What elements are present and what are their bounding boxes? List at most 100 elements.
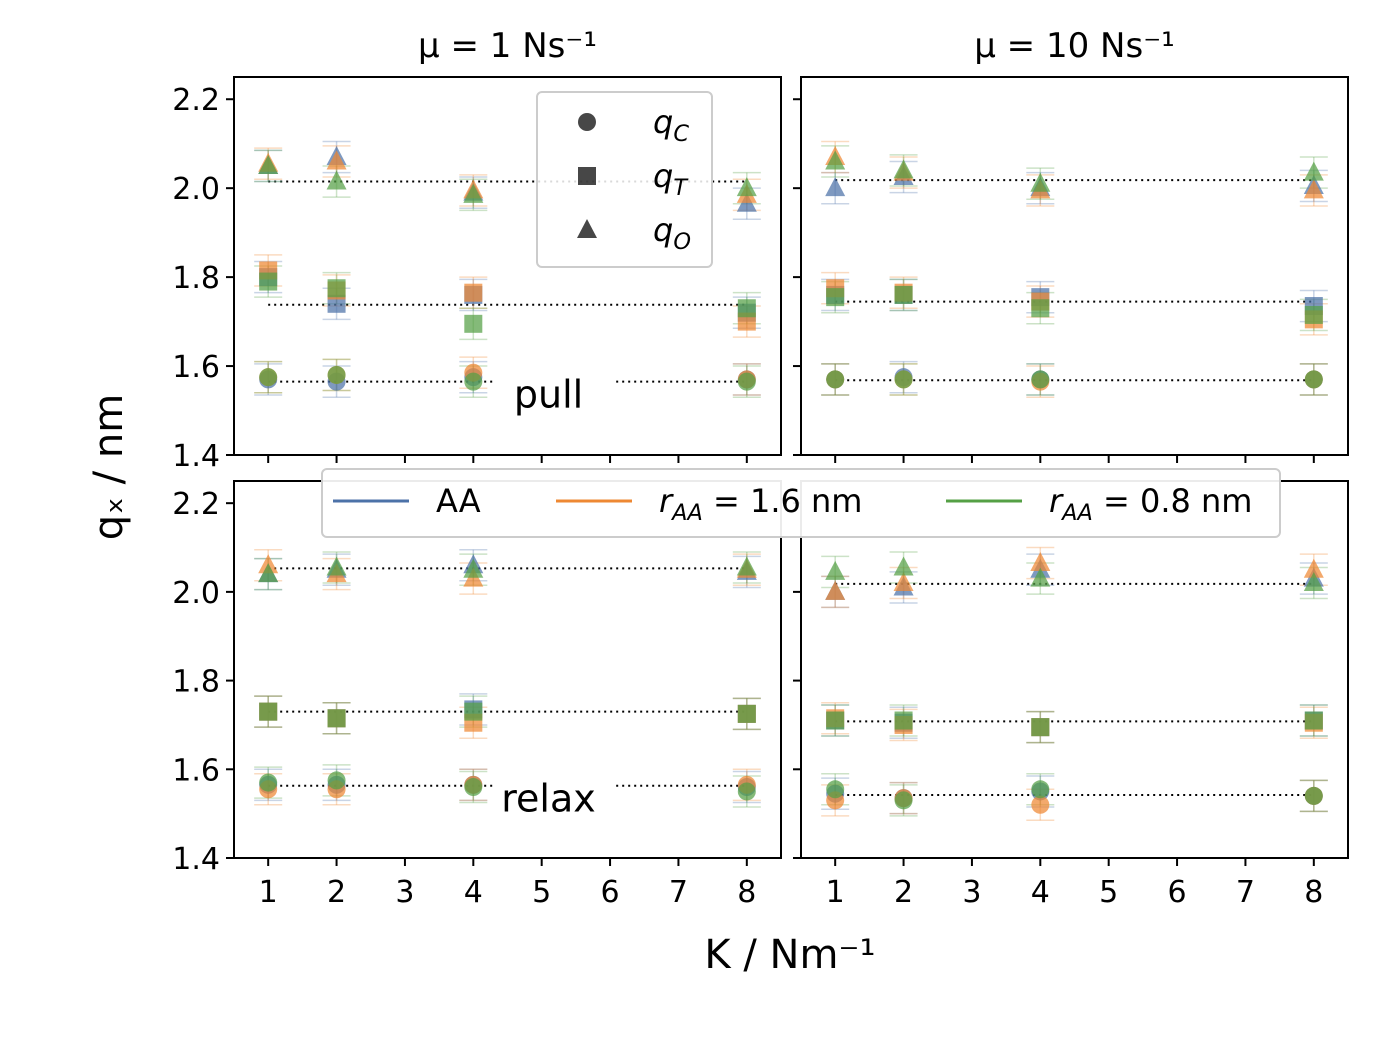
x-tick-label: 8 [1304,875,1323,910]
data-point [1304,370,1323,389]
data-point [826,288,845,307]
axes-frame [800,76,1349,456]
data-point [1303,179,1324,199]
data-point [327,709,346,728]
x-tick-label: 6 [1168,875,1187,910]
data-point [578,167,596,185]
data-point [326,150,347,170]
x-tick-label: 7 [669,875,688,910]
x-tick-label: 8 [737,875,756,910]
data-point [825,580,846,600]
data-point [736,177,757,197]
x-tick-label: 1 [826,875,845,910]
data-point [1030,172,1051,192]
data-point [464,283,483,302]
data-point [258,563,279,583]
data-point [259,272,278,291]
data-point [327,771,346,790]
y-tick-label: 2.0 [172,576,220,611]
data-point [825,150,846,170]
data-point [737,704,756,723]
panel-pull-mu10: μ = 10 Ns⁻¹ [793,26,1349,463]
data-point [1031,780,1050,799]
data-point [577,219,597,238]
legend-box [321,468,1281,538]
data-point [825,560,846,580]
data-point [893,159,914,179]
annotation-bg [493,763,614,814]
data-point [463,558,484,578]
data-point [326,556,347,576]
data-point [1031,299,1050,318]
data-point [464,314,483,333]
panel-annotation: pull [514,373,583,417]
legend-entry: rAA = 0.8 nm [946,482,1252,526]
x-tick-label: 3 [962,875,981,910]
y-tick-label: 2.2 [172,487,220,522]
y-tick-label: 1.8 [172,665,220,700]
x-tick-label: 2 [894,875,913,910]
panel-relax-mu1: relax 1 2 3 4 5 6 7 8 1.4 1.6 1.8 2.0 2.2 [172,480,782,910]
legend-label: rAA = 1.6 nm [659,482,862,526]
data-point [894,285,913,304]
data-point [1304,305,1323,324]
data-point [463,183,484,203]
panel-title: μ = 10 Ns⁻¹ [974,26,1175,66]
data-point [259,368,278,387]
data-point [259,702,278,721]
data-point [258,154,279,174]
data-point [1031,718,1050,737]
data-point [893,556,914,576]
legend-label: qC [653,103,689,147]
data-point [1030,552,1051,572]
data-point [737,372,756,391]
data-point [1030,567,1051,587]
legend-box [536,91,713,268]
data-point [736,556,757,576]
series-legend: AA rAA = 1.6 nm rAA = 0.8 nm [321,468,1281,538]
data-point [1304,786,1323,805]
axes-frame [233,76,782,456]
data-point [578,113,596,131]
legend-label: rAA = 0.8 nm [1049,482,1252,526]
y-axis-title: qₓ / nm [86,394,132,540]
y-tick-label: 2.2 [172,83,220,118]
x-tick-label: 2 [327,875,346,910]
y-tick-label: 1.6 [172,350,220,385]
data-point [327,365,346,384]
data-point [1303,572,1324,592]
data-point [464,778,483,797]
legend-entry: AA [333,482,481,520]
data-point [826,711,845,730]
data-point [464,702,483,721]
data-point [1031,795,1050,814]
y-tick-label: 1.4 [172,842,220,877]
data-point [259,773,278,792]
data-point [1303,161,1324,181]
data-point [894,711,913,730]
x-tick-label: 1 [259,875,278,910]
data-point [464,372,483,391]
data-point [826,370,845,389]
x-tick-label: 4 [464,875,483,910]
data-point [1304,711,1323,730]
annotation-bg [493,359,614,410]
data-point [1303,558,1324,578]
x-tick-label: 5 [532,875,551,910]
data-point [893,572,914,592]
data-point [826,780,845,799]
legend-label: qO [653,211,691,255]
y-tick-label: 1.6 [172,753,220,788]
data-point [894,791,913,810]
legend-label: AA [436,482,481,520]
marker-legend: qC qT qO [536,91,713,268]
data-point [326,170,347,190]
panel-annotation: relax [501,777,596,821]
legend-entry: qO [577,211,691,255]
x-tick-label: 4 [1031,875,1050,910]
legend-label: qT [653,157,689,201]
data-point [825,177,846,197]
x-tick-label: 3 [395,875,414,910]
x-axis-title: K / Nm⁻¹ [704,932,875,978]
